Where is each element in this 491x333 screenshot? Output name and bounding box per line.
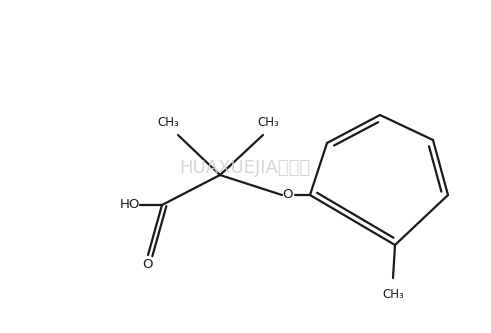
Text: CH₃: CH₃ — [257, 116, 279, 129]
Text: O: O — [283, 188, 293, 201]
Text: HO: HO — [120, 198, 140, 211]
Text: CH₃: CH₃ — [157, 116, 179, 129]
Text: O: O — [143, 258, 153, 271]
Text: HUAXUEJIA化学加: HUAXUEJIA化学加 — [179, 159, 311, 177]
Text: CH₃: CH₃ — [382, 288, 404, 301]
